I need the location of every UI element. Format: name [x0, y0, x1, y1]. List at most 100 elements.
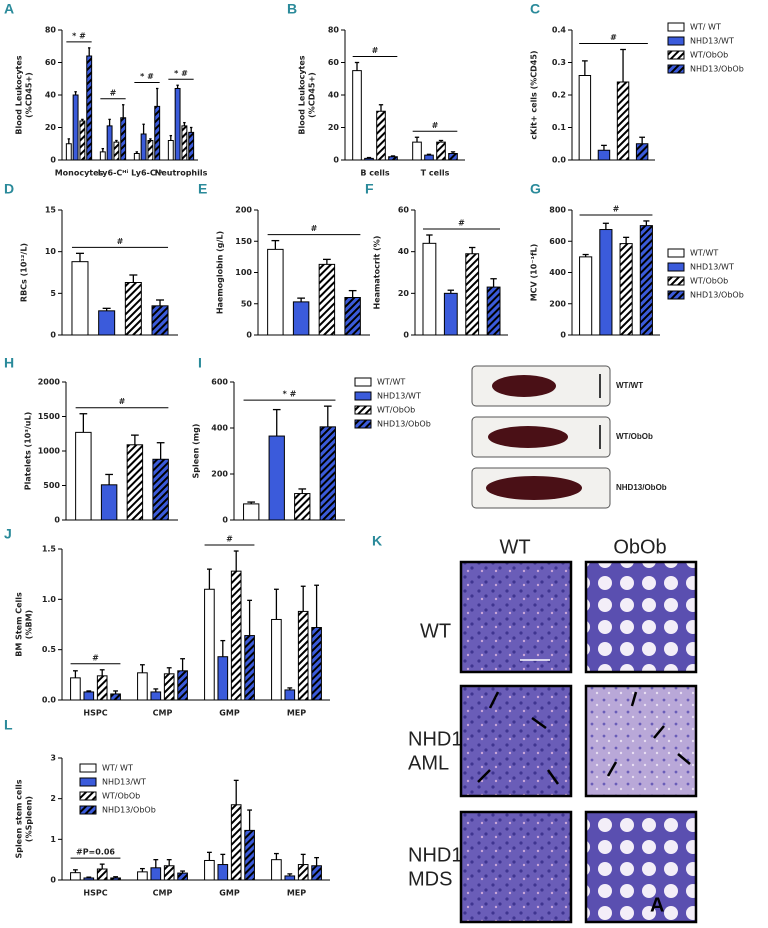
bar [72, 94, 79, 161]
significance-label: * # [283, 390, 297, 399]
y-tick-label: 0.0 [42, 696, 57, 705]
x-tick-label: CMP [153, 889, 173, 898]
spleen [488, 426, 568, 448]
y-axis-label: (%Spleen) [25, 796, 34, 842]
bar [352, 70, 362, 161]
y-tick-label: 100 [235, 268, 252, 277]
bar-chart: E 0 50 100 150 200 Haemoglobin (g/L) # [198, 181, 370, 340]
legend-label: WT/WT [377, 378, 405, 387]
spleen-photos: WT/WT WT/ObOb NHD13/ObOb [471, 365, 667, 509]
y-tick-label: 5 [50, 289, 56, 298]
legend-label: WT/ WT [102, 764, 133, 773]
legend-label: NHD13/ObOb [102, 806, 156, 815]
bar [217, 656, 229, 701]
bar [98, 310, 116, 336]
panel-letter: A [4, 1, 14, 17]
bar [616, 81, 630, 161]
y-axis-label: Spleen (mg) [192, 424, 201, 479]
y-axis-label: Blood Leukocytes [15, 55, 24, 134]
bar-chart: B 0 20 40 60 80 Blood Leukocytes (%CD45+) B cell… [287, 1, 465, 178]
y-tick-label: 400 [211, 424, 228, 433]
bar [424, 154, 434, 161]
bar [297, 864, 309, 881]
y-axis-label: Haemoglobin (g/L) [216, 231, 225, 314]
legend-label: NHD13/WT [690, 37, 734, 46]
y-tick-label: 150 [235, 237, 252, 246]
bar [137, 871, 148, 881]
y-tick-label: 60 [328, 58, 340, 67]
micrograph [459, 560, 573, 674]
y-tick-label: 200 [549, 299, 566, 308]
bar [152, 458, 169, 521]
bar [388, 156, 398, 161]
panel-letter: L [4, 717, 13, 733]
bar [96, 868, 108, 881]
legend-label: NHD13/ObOb [690, 291, 744, 300]
bar [635, 143, 649, 161]
bar [243, 503, 260, 521]
bar [599, 229, 613, 336]
y-tick-label: 1.0 [42, 595, 57, 604]
bar-chart: D 0 5 10 15 RBCs (10¹²/L) # [4, 181, 178, 340]
bar [292, 301, 310, 336]
significance-label: # [226, 535, 233, 544]
bar [344, 297, 361, 336]
significance-label: # [372, 46, 379, 55]
bar-chart: C 0.0 0.1 0.2 0.3 0.4 cKit+ cells (%CD45) # WT/ … [530, 1, 744, 165]
micrograph [584, 560, 698, 674]
bar [70, 872, 81, 881]
legend-label: WT/ObOb [102, 792, 140, 801]
bar [268, 435, 285, 521]
y-tick-label: 80 [328, 26, 340, 35]
bar [619, 243, 633, 336]
bar [99, 151, 106, 161]
y-tick-label: 400 [549, 268, 566, 277]
bar [579, 256, 593, 336]
bar [133, 153, 140, 161]
y-tick-label: 0.4 [552, 26, 567, 35]
y-tick-label: 2 [50, 794, 56, 803]
y-tick-label: 2000 [38, 378, 61, 387]
bar [106, 125, 113, 161]
legend-label: WT/ObOb [690, 277, 728, 286]
row-label: NHD13 [408, 844, 474, 866]
bar [110, 877, 121, 881]
significance-label: # [610, 33, 617, 42]
bar [311, 865, 322, 881]
bar [188, 131, 195, 161]
y-tick-label: 40 [328, 91, 340, 100]
bar [448, 153, 458, 161]
significance-label: #P=0.06 [76, 848, 115, 857]
panel-letter: C [530, 1, 540, 17]
panel-letter: I [198, 355, 202, 371]
y-tick-label: 500 [43, 481, 60, 490]
bar [376, 110, 386, 161]
significance-label: # [92, 653, 99, 662]
micrograph [459, 684, 573, 798]
spleen [492, 375, 556, 397]
legend-label: WT/ObOb [690, 51, 728, 60]
y-tick-label: 600 [549, 237, 566, 246]
bar [443, 292, 458, 336]
significance-label: * # [140, 72, 154, 81]
y-tick-label: 0 [50, 331, 56, 340]
y-tick-label: 1500 [38, 412, 61, 421]
significance-label: * # [72, 31, 86, 40]
legend-swatch [79, 777, 97, 787]
bar [639, 225, 653, 336]
bar-chart: J 0.0 0.5 1.0 1.5 BM Stem Cells (%BM) HSPC CMP GM… [4, 526, 330, 718]
x-tick-label: Ly6-Cᴴⁱ [98, 169, 129, 178]
y-axis-label: Heamatocrit (%) [373, 236, 382, 310]
bar [110, 693, 121, 701]
bar [267, 248, 284, 336]
panel-letter: K [372, 533, 382, 549]
column-label: ObOb [613, 536, 666, 558]
panel-letter: B [287, 1, 297, 17]
photo-label: NHD13/ObOb [616, 483, 667, 492]
bar [217, 864, 229, 881]
legend-swatch [354, 391, 372, 401]
bar [163, 673, 175, 701]
bar [319, 426, 336, 521]
y-tick-label: 10 [45, 247, 57, 256]
